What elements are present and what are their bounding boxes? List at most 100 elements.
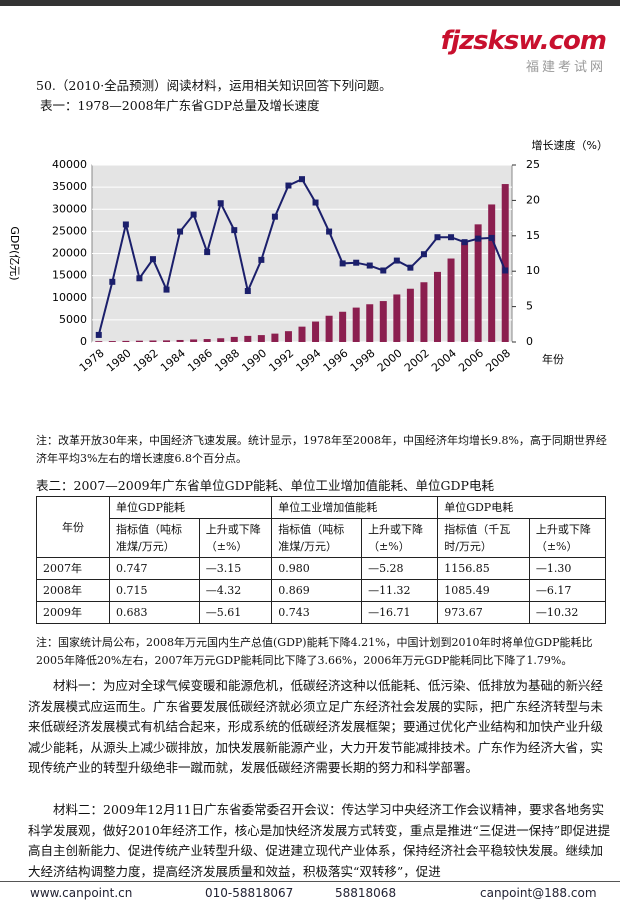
x-tick-label: 2002 xyxy=(402,347,432,375)
table-cell: —10.32 xyxy=(528,601,607,624)
x-tick-label: 1994 xyxy=(294,347,324,375)
logo: fjzsksw.com 福建考试网 xyxy=(441,26,607,75)
line-marker xyxy=(163,286,170,293)
y-tick-label: 10000 xyxy=(52,291,87,304)
note2: 注：国家统计局公布，2008年万元国内生产总值(GDP)能耗下降4.21%，中国… xyxy=(36,636,593,667)
footer-email: canpoint@188.com xyxy=(480,886,597,900)
line-marker xyxy=(353,259,360,266)
y-tick-label: 30000 xyxy=(52,202,87,215)
bar xyxy=(298,326,306,342)
bar xyxy=(447,258,455,342)
y-tick-label: 25000 xyxy=(52,224,87,237)
table-cell: 0.980 xyxy=(271,557,363,580)
table-cell: 年份 xyxy=(36,496,110,558)
table-cell: 上升或下降（±%） xyxy=(198,518,273,558)
bar xyxy=(433,271,441,342)
bar xyxy=(190,339,198,342)
bar xyxy=(122,340,130,342)
bar xyxy=(163,340,171,342)
table1-title: 表一：1978—2008年广东省GDP总量及增长速度 xyxy=(40,98,320,113)
question: 50.（2010·全品预测）阅读材料，运用相关知识回答下列问题。 xyxy=(36,78,392,93)
y-tick-label: 40000 xyxy=(52,158,87,171)
line-marker xyxy=(299,176,305,183)
y2-axis-title: 增长速度（%） xyxy=(532,138,608,152)
footer-site: www.canpoint.cn xyxy=(30,886,133,900)
bar xyxy=(244,335,252,342)
logo-name: 福建考试网 xyxy=(525,60,606,75)
x-tick-label: 2006 xyxy=(456,347,486,375)
bar xyxy=(230,336,238,342)
table-cell: 上升或下降（±%） xyxy=(528,518,607,558)
bar xyxy=(312,321,320,342)
x-tick-label: 1984 xyxy=(158,347,188,375)
line-marker xyxy=(177,228,184,235)
table-cell: —5.61 xyxy=(198,601,273,624)
bar xyxy=(366,304,374,342)
bar xyxy=(379,301,387,342)
line-marker xyxy=(420,251,427,258)
y2-tick-label: 25 xyxy=(526,158,540,171)
line-marker xyxy=(448,234,455,241)
line-marker xyxy=(434,234,441,241)
bar xyxy=(217,338,225,342)
table-cell: 单位工业增加值能耗 xyxy=(271,496,439,519)
bar xyxy=(95,341,103,342)
line-marker xyxy=(149,256,156,263)
line-marker xyxy=(190,211,197,218)
material2: 材料二：2009年12月11日广东省委常委召开会议：传达学习中央经济工作会议精神… xyxy=(28,802,611,879)
bar xyxy=(257,335,265,342)
table-cell: 973.67 xyxy=(437,601,530,624)
bar xyxy=(135,340,143,342)
line-marker xyxy=(502,267,509,274)
table-cell: —6.17 xyxy=(528,579,607,602)
bar xyxy=(284,331,292,342)
line-marker xyxy=(109,278,116,285)
bar xyxy=(339,311,347,342)
bar xyxy=(203,339,211,342)
bar xyxy=(271,333,279,342)
x-tick-label: 1996 xyxy=(321,347,351,375)
material1: 材料一：为应对全球气候变暖和能源危机，低碳经济这种以低能耗、低污染、低排放为基础… xyxy=(28,678,604,775)
x-axis-title: 年份 xyxy=(542,352,564,366)
line-marker xyxy=(461,239,468,246)
note1: 注：改革开放30年来，中国经济飞速发展。统计显示，1978年至2008年，中国经… xyxy=(36,434,607,465)
y-axis-title: GDP(亿元) xyxy=(8,226,21,280)
y-tick-label: 35000 xyxy=(52,180,87,193)
table-cell: 0.715 xyxy=(109,579,200,602)
line-marker xyxy=(326,228,333,235)
x-tick-label: 1988 xyxy=(212,347,242,375)
bar xyxy=(325,315,333,342)
y2-tick-label: 15 xyxy=(526,229,540,242)
bar xyxy=(393,294,401,342)
line-marker xyxy=(366,262,373,269)
y2-tick-label: 10 xyxy=(526,264,540,277)
line-marker xyxy=(380,267,387,274)
x-tick-label: 1978 xyxy=(77,347,107,375)
footer-phone: 58818068 xyxy=(335,886,397,900)
bar xyxy=(474,224,482,342)
table-cell: 0.747 xyxy=(109,557,200,580)
line-marker xyxy=(258,256,265,263)
table-cell: 2007年 xyxy=(36,557,110,580)
table-cell: —11.32 xyxy=(361,579,439,602)
y2-tick-label: 0 xyxy=(526,335,533,348)
y2-tick-label: 5 xyxy=(526,300,533,313)
line-marker xyxy=(231,227,238,234)
x-tick-label: 1992 xyxy=(267,347,297,375)
table-cell: 1156.85 xyxy=(437,557,530,580)
x-tick-label: 1990 xyxy=(239,347,269,375)
bar xyxy=(352,307,360,342)
y-tick-label: 20000 xyxy=(52,247,87,260)
line-marker xyxy=(122,221,129,228)
x-tick-label: 2004 xyxy=(429,347,459,375)
table-cell: 2009年 xyxy=(36,601,110,624)
y-tick-label: 5000 xyxy=(59,313,87,326)
line-marker xyxy=(204,249,211,256)
x-tick-label: 1986 xyxy=(185,347,215,375)
table-row: 2007年 0.747 —3.15 0.980 —5.28 1156.85 —1.30 xyxy=(36,557,607,580)
line-marker xyxy=(136,275,143,282)
bar xyxy=(501,184,509,342)
line-marker xyxy=(244,288,251,295)
table-row: 年份 单位GDP能耗 单位工业增加值能耗 单位GDP电耗 xyxy=(36,496,606,558)
line-marker xyxy=(407,264,414,271)
